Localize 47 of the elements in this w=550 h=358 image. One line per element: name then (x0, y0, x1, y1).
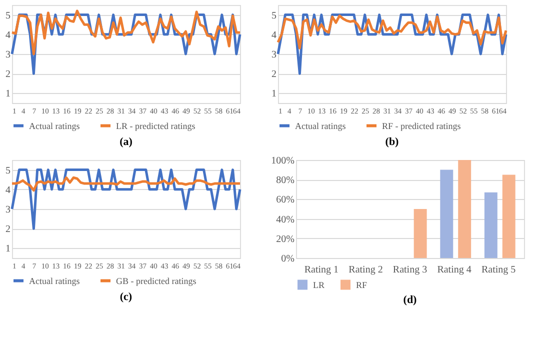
legend-label: RF - predicted ratings (382, 120, 462, 131)
x-tick-label: Rating 3 (392, 264, 428, 276)
y-tick-label: 40% (276, 214, 294, 226)
line-series (10, 10, 242, 56)
legend-label: Actual ratings (29, 276, 80, 286)
text: (d) (403, 294, 418, 306)
bar (414, 209, 427, 258)
y-tick-label: 0% (281, 254, 294, 264)
y-tick-label: 5 (272, 10, 276, 22)
bar (502, 174, 516, 258)
line-series (276, 14, 508, 50)
legend-label: RF (356, 280, 368, 290)
bar (440, 170, 454, 258)
legend-label: GB - predicted ratings (116, 276, 197, 286)
y-tick-label: 3 (272, 50, 276, 60)
legend-label: Actual ratings (29, 120, 80, 131)
bar (458, 160, 472, 258)
y-tick-label: 4 (6, 184, 10, 196)
y-tick-label: 2 (272, 69, 276, 80)
x-tick-label: Rating 5 (481, 264, 516, 276)
y-tick-label: 1 (272, 88, 276, 100)
y-tick-label: 5 (6, 165, 10, 176)
y-tick-label: 1 (6, 88, 10, 100)
y-tick-label: 5 (6, 10, 10, 22)
x-tick-label: Rating 2 (348, 264, 383, 276)
y-tick-label: 100% (271, 156, 294, 166)
y-tick-label: 80% (276, 175, 294, 186)
y-tick-label: 1 (6, 244, 10, 255)
x-tick-label: Rating 4 (437, 264, 472, 276)
legend-label: Actual ratings (295, 120, 346, 131)
y-tick-label: 4 (6, 30, 10, 41)
y-tick-label: 2 (6, 224, 10, 236)
text: (a) (120, 136, 133, 148)
x-tick-label: Rating 1 (304, 264, 339, 276)
bar (484, 192, 498, 258)
y-tick-label: 60% (276, 194, 294, 206)
y-tick-label: 3 (6, 204, 10, 216)
legend-label: LR - predicted ratings (116, 120, 196, 131)
line-series (10, 168, 242, 230)
text: (b) (385, 136, 400, 148)
y-tick-label: 20% (276, 234, 294, 245)
line-series (10, 176, 242, 192)
text: (c) (120, 291, 132, 303)
y-tick-label: 3 (6, 50, 10, 60)
legend-label: LR (313, 280, 325, 290)
y-tick-label: 2 (6, 69, 10, 80)
y-tick-label: 4 (272, 30, 276, 41)
